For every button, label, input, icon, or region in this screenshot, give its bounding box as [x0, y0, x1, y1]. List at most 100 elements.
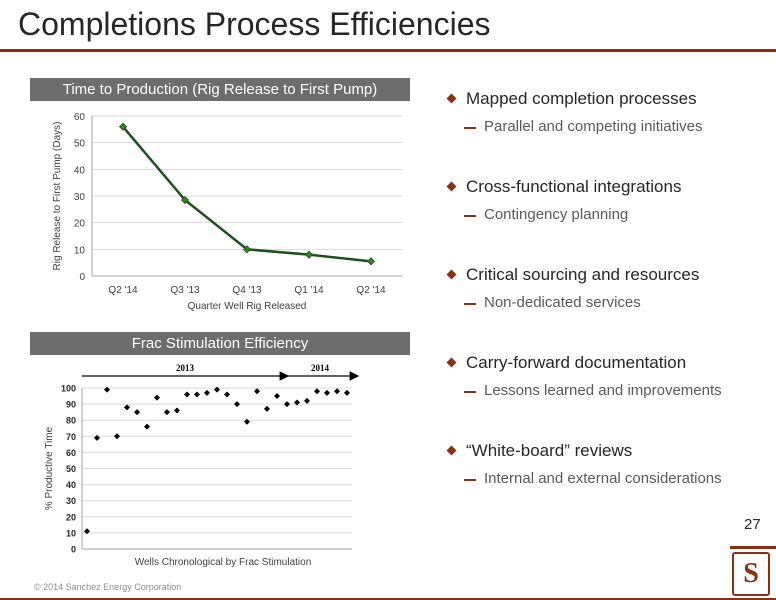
bullet-main: Cross-functional integrations [446, 177, 766, 197]
company-logo: S [732, 552, 770, 596]
bullet-main-text: “White-board” reviews [466, 441, 633, 460]
y-tick-label: 20 [74, 219, 86, 230]
diamond-bullet-icon [446, 445, 457, 456]
y-tick-label: 40 [74, 165, 86, 176]
bullet-sub-text: Parallel and competing initiatives [484, 118, 703, 135]
bullet-group: Cross-functional integrations Contingenc… [446, 177, 766, 265]
x-tick-label: Q3 '13 [170, 285, 200, 296]
scatter-point [244, 418, 250, 425]
page-number: 27 [744, 516, 761, 533]
y-tick-label: 40 [66, 480, 76, 490]
copyright-text: © 2014 Sanchez Energy Corporation [34, 582, 182, 592]
y-axis-title: % Productive Time [44, 426, 55, 510]
scatter-point [314, 388, 320, 395]
diamond-bullet-icon [446, 269, 457, 280]
scatter-point [284, 401, 290, 408]
frac-efficiency-header: Frac Stimulation Efficiency [30, 332, 410, 355]
scatter-point [134, 409, 140, 416]
bullet-group: “White-board” reviews Internal and exter… [446, 441, 766, 529]
bullet-sub-text: Lessons learned and improvements [484, 382, 722, 399]
y-tick-label: 90 [66, 400, 76, 410]
bullet-group: Mapped completion processes Parallel and… [446, 89, 766, 177]
bullet-main: Carry-forward documentation [446, 353, 766, 373]
bullet-sub: Non-dedicated services [446, 294, 766, 311]
scatter-point [154, 394, 160, 401]
scatter-point [84, 528, 90, 535]
x-tick-label: Q2 '14 [356, 285, 386, 296]
dash-bullet-icon [464, 391, 476, 393]
scatter-point [124, 404, 130, 411]
scatter-point [224, 391, 230, 398]
bullet-main: Critical sourcing and resources [446, 265, 766, 285]
period-label: 2013 [176, 363, 195, 373]
scatter-point [274, 393, 280, 400]
diamond-bullet-icon [446, 357, 457, 368]
y-tick-label: 50 [74, 139, 86, 150]
bullet-sub-text: Contingency planning [484, 206, 629, 223]
scatter-point [264, 405, 270, 412]
logo-divider [730, 546, 776, 549]
scatter-point [104, 386, 110, 393]
y-tick-label: 100 [61, 384, 76, 394]
slide-title: Completions Process Efficiencies [18, 6, 491, 42]
bullet-main: “White-board” reviews [446, 441, 766, 461]
x-axis-title: Wells Chronological by Frac Stimulation [135, 557, 312, 568]
y-tick-label: 30 [74, 192, 86, 203]
y-tick-label: 10 [66, 528, 76, 538]
scatter-point [94, 434, 100, 441]
scatter-point [184, 391, 190, 398]
scatter-point [234, 401, 240, 408]
x-axis-title: Quarter Well Rig Released [188, 301, 307, 312]
dash-bullet-icon [464, 127, 476, 129]
y-tick-label: 60 [74, 112, 86, 123]
y-axis-title: Rig Release to First Pump (Days) [52, 122, 63, 271]
scatter-point [214, 386, 220, 393]
y-tick-label: 50 [66, 464, 76, 474]
diamond-bullet-icon [446, 93, 457, 104]
line-chart-svg: 0 10 20 30 40 50 60 Q2 '14 Q3 '13 Q4 '13 Q1 '14 Q2 … [52, 112, 402, 312]
scatter-point [144, 423, 150, 430]
y-tick-label: 10 [74, 245, 86, 256]
footer-divider [0, 598, 776, 600]
bullet-main: Mapped completion processes [446, 89, 766, 109]
bullet-sub: Lessons learned and improvements [446, 382, 766, 399]
bullet-sub: Internal and external considerations [446, 470, 766, 487]
scatter-point [324, 389, 330, 396]
title-divider [0, 49, 776, 52]
scatter-point [294, 399, 300, 406]
bullet-main-text: Critical sourcing and resources [466, 265, 700, 284]
data-point [118, 122, 128, 131]
y-tick-label: 80 [66, 416, 76, 426]
dash-bullet-icon [464, 215, 476, 217]
bullet-group: Critical sourcing and resources Non-dedi… [446, 265, 766, 353]
logo-letter: S [743, 558, 759, 589]
bullet-group: Carry-forward documentation Lessons lear… [446, 353, 766, 441]
bullet-main-text: Cross-functional integrations [466, 177, 682, 196]
scatter-point [204, 389, 210, 396]
time-to-production-header: Time to Production (Rig Release to First… [30, 78, 410, 101]
y-tick-label: 60 [66, 448, 76, 458]
dash-bullet-icon [464, 479, 476, 481]
x-tick-label: Q2 '14 [108, 285, 138, 296]
scatter-point [114, 433, 120, 440]
bullet-main-text: Carry-forward documentation [466, 353, 687, 372]
data-point [304, 250, 314, 259]
scatter-chart-svg: 0 10 20 30 40 50 60 70 80 90 100 Wells Chronologica… [44, 363, 360, 568]
period-label: 2014 [311, 363, 330, 373]
scatter-point [164, 409, 170, 416]
scatter-point [254, 388, 260, 395]
data-point [242, 245, 252, 254]
y-tick-label: 70 [66, 432, 76, 442]
bullet-main-text: Mapped completion processes [466, 89, 697, 108]
scatter-point [334, 388, 340, 395]
x-tick-label: Q4 '13 [232, 285, 262, 296]
y-tick-label: 0 [79, 272, 85, 283]
y-tick-label: 20 [66, 512, 76, 522]
data-point [180, 195, 190, 205]
y-tick-label: 0 [71, 545, 76, 555]
scatter-point [174, 407, 180, 414]
scatter-point [194, 391, 200, 398]
bullet-sub: Parallel and competing initiatives [446, 118, 766, 135]
dash-bullet-icon [464, 303, 476, 305]
bullet-list: Mapped completion processes Parallel and… [446, 89, 766, 529]
